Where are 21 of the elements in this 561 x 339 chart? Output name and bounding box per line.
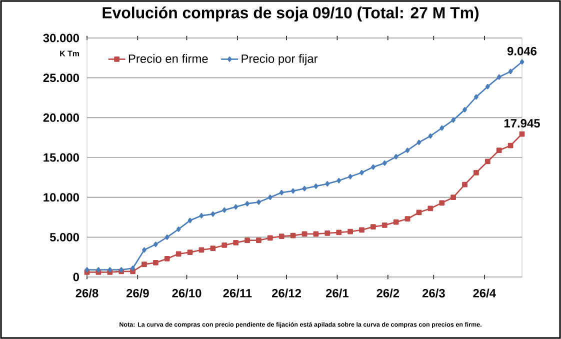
x-tick-label: 26/12 xyxy=(272,288,301,298)
x-tick-label: 26/2 xyxy=(376,288,400,298)
x-tick-label: 26/9 xyxy=(126,288,149,298)
legend-label: Precio por fijar xyxy=(242,54,318,66)
y-tick-label: 25.000 xyxy=(43,74,79,82)
legend-label: Precio en firme xyxy=(128,54,208,63)
y-tick-label: 5.000 xyxy=(50,232,79,242)
chart-title: Evolución compras de soja 09/10 (Total: 27 M Tm) xyxy=(102,6,479,22)
x-tick-label: 26/10 xyxy=(172,288,202,298)
y-tick-label: 15.000 xyxy=(44,153,79,162)
x-tick-label: 26/3 xyxy=(422,288,445,298)
annotation: 9.046 xyxy=(507,46,537,56)
x-tick-label: 26/4 xyxy=(473,288,496,298)
y-tick-label: 20.000 xyxy=(43,113,79,122)
y-tick-label: 0 xyxy=(73,272,79,282)
x-tick-label: 26/8 xyxy=(76,288,98,298)
x-tick-label: 26/1 xyxy=(326,288,349,298)
annotation: 17.945 xyxy=(504,119,540,128)
x-tick-label: 26/11 xyxy=(223,288,252,298)
y-tick-label: 30.000 xyxy=(43,34,79,42)
y-tick-label: 10.000 xyxy=(44,193,79,202)
